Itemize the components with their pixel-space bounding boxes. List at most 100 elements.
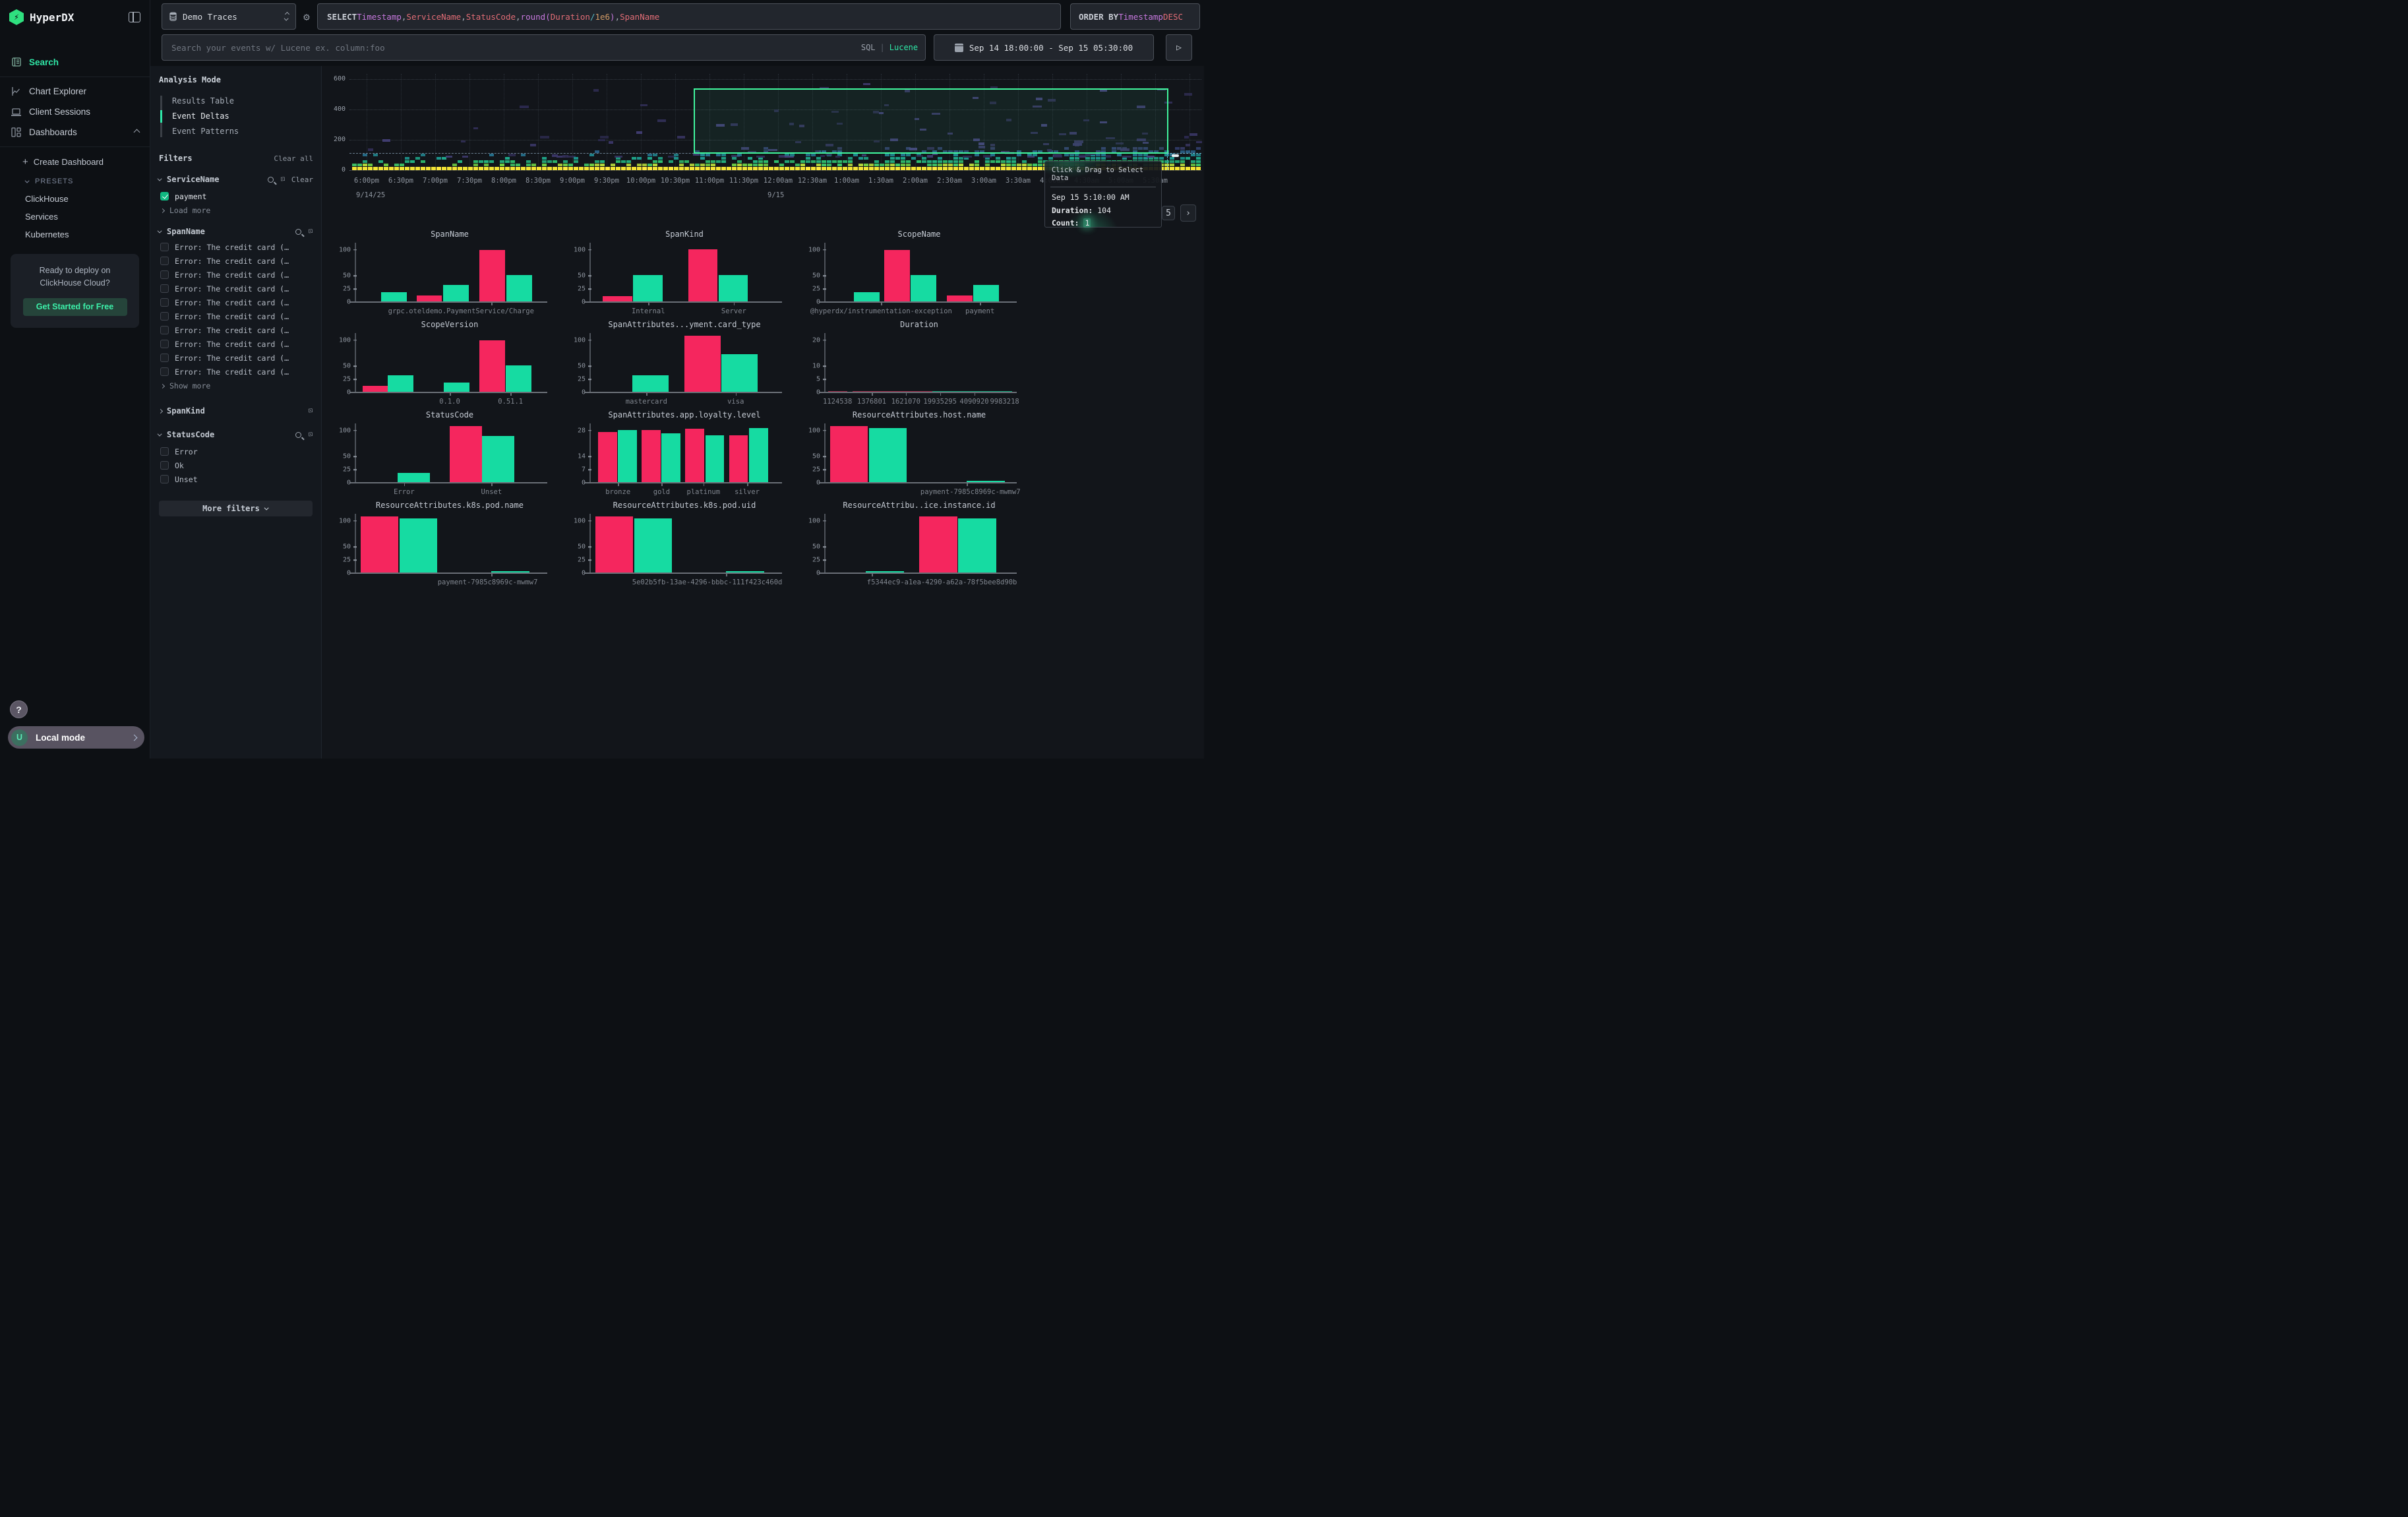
mini-chart-plot[interactable]: 0 25 50 100 grpc.oteldemo.PaymentService/Cha… xyxy=(339,243,547,315)
filter-option-statuscode[interactable]: Unset xyxy=(159,472,313,486)
order-by-input[interactable]: ORDER BY Timestamp DESC xyxy=(1070,3,1200,30)
load-more-link[interactable]: Load more xyxy=(159,203,313,215)
help-button[interactable]: ? xyxy=(10,700,28,718)
search-icon[interactable] xyxy=(295,228,302,235)
clear-all-button[interactable]: Clear all xyxy=(274,154,313,163)
filter-option-spanname[interactable]: Error: The credit card (… xyxy=(159,323,313,337)
presets-toggle[interactable]: PRESETS xyxy=(0,173,150,190)
search-input[interactable]: Search your events w/ Lucene ex. column:… xyxy=(162,34,926,61)
heatmap-cell xyxy=(1011,164,1016,166)
checkbox[interactable] xyxy=(160,367,169,376)
filter-group-spankind-header[interactable]: SpanKind ⟐ xyxy=(158,405,316,416)
filter-option-spanname[interactable]: Error: The credit card (… xyxy=(159,295,313,309)
heatmap-cell xyxy=(542,157,547,160)
mini-chart-plot[interactable]: 0 25 50 100 5e02b5fb-13ae-4296-bbbc-111f423c… xyxy=(574,514,782,586)
analysis-mode-results-table[interactable]: Results Table xyxy=(172,96,234,106)
mini-chart-plot[interactable]: 0 25 50 100 0.1.0 0.51.1 xyxy=(339,333,547,406)
filter-option-spanname[interactable]: Error: The credit card (… xyxy=(159,351,313,365)
filter-group-spanname-header[interactable]: SpanName ⟐ xyxy=(157,226,316,237)
sidebar-item-services[interactable]: Services xyxy=(25,212,58,222)
heatmap-cell xyxy=(1001,167,1006,170)
checkbox[interactable] xyxy=(160,270,169,279)
pin-icon[interactable]: ⟐ xyxy=(278,173,288,185)
select-query-input[interactable]: SELECT Timestamp, ServiceName, StatusCod… xyxy=(317,3,1061,30)
checkbox[interactable] xyxy=(160,475,169,483)
date-range-picker[interactable]: Sep 14 18:00:00 - Sep 15 05:30:00 xyxy=(934,34,1154,61)
gear-icon[interactable]: ⚙ xyxy=(303,10,310,23)
x-date-label: 9/15 xyxy=(768,191,785,199)
mini-chart-plot[interactable]: 0 25 50 100 @hyperdx/instrumentation-excepti… xyxy=(808,243,1017,315)
analysis-mode-event-patterns[interactable]: Event Patterns xyxy=(172,127,239,136)
heatmap-cell xyxy=(1006,160,1011,163)
filter-option-spanname[interactable]: Error: The credit card (… xyxy=(159,268,313,282)
filter-option-payment[interactable]: payment xyxy=(159,189,313,203)
mini-chart-plot[interactable]: 0 25 50 100 mastercard visa xyxy=(574,333,782,406)
filter-option-statuscode[interactable]: Error xyxy=(159,445,313,458)
selection-rect[interactable] xyxy=(694,88,1168,154)
filter-option-spanname[interactable]: Error: The credit card (… xyxy=(159,254,313,268)
checkbox[interactable] xyxy=(160,326,169,334)
mini-chart-plot[interactable]: 0 5 10 20 1124538 1376801 1621070 19935295 40909… xyxy=(812,333,1019,406)
checkbox[interactable] xyxy=(160,447,169,456)
checkbox[interactable] xyxy=(160,312,169,321)
checkbox[interactable] xyxy=(160,354,169,362)
analysis-mode-event-deltas[interactable]: Event Deltas xyxy=(160,109,313,124)
run-query-button[interactable]: ▷ xyxy=(1166,34,1192,61)
heatmap-cell xyxy=(1054,155,1062,158)
filter-option-spanname[interactable]: Error: The credit card (… xyxy=(159,240,313,254)
sidebar-item-dashboards[interactable]: Dashboards xyxy=(0,122,150,142)
sql-toggle[interactable]: SQL xyxy=(860,43,876,52)
checkbox[interactable] xyxy=(160,461,169,470)
more-filters-button[interactable]: More filters xyxy=(159,501,313,516)
source-select[interactable]: Demo Traces xyxy=(162,3,296,30)
local-mode-button[interactable]: U Local mode xyxy=(8,726,144,749)
heatmap-cell xyxy=(595,167,599,170)
checkbox-checked[interactable] xyxy=(160,192,169,201)
bar-outliers xyxy=(748,427,768,482)
show-more-link[interactable]: Show more xyxy=(159,379,313,390)
pin-icon[interactable]: ⟐ xyxy=(305,405,316,416)
next-page-button[interactable]: › xyxy=(1180,204,1196,222)
checkbox[interactable] xyxy=(160,298,169,307)
checkbox[interactable] xyxy=(160,257,169,265)
mini-chart-plot[interactable]: 0 25 50 100 Internal Server xyxy=(574,243,782,315)
heatmap-cell xyxy=(1091,154,1095,156)
get-started-button[interactable]: Get Started for Free xyxy=(22,297,127,316)
checkbox[interactable] xyxy=(160,243,169,251)
page-number[interactable]: 5 xyxy=(1162,206,1175,220)
clear-group-button[interactable]: Clear xyxy=(291,175,313,184)
filter-option-spanname[interactable]: Error: The credit card (… xyxy=(159,337,313,351)
create-dashboard-button[interactable]: + Create Dashboard xyxy=(22,156,104,168)
filter-group-statuscode-header[interactable]: StatusCode ⟐ xyxy=(157,429,316,440)
heatmap-cell xyxy=(874,160,879,163)
filter-option-spanname[interactable]: Error: The credit card (… xyxy=(159,282,313,295)
filter-option-spanname[interactable]: Error: The credit card (… xyxy=(159,309,313,323)
search-icon[interactable] xyxy=(295,431,302,438)
sidebar-item-search[interactable]: Search xyxy=(0,51,150,73)
search-icon[interactable] xyxy=(268,176,274,183)
pin-icon[interactable]: ⟐ xyxy=(305,429,316,440)
mini-chart-plot[interactable]: 0 25 50 100 f5344ec9-a1ea-4290-a62a-78f5bee8… xyxy=(808,514,1017,586)
sidebar-item-client-sessions[interactable]: Client Sessions xyxy=(0,102,150,122)
checkbox[interactable] xyxy=(160,284,169,293)
database-icon xyxy=(169,12,177,21)
lucene-toggle[interactable]: Lucene xyxy=(889,43,918,52)
heatmap-cell xyxy=(642,164,647,166)
sidebar-item-chart-explorer[interactable]: Chart Explorer xyxy=(0,81,150,102)
duration-heatmap[interactable] xyxy=(349,74,1202,171)
heatmap-cell xyxy=(1184,136,1189,139)
mini-chart-plot[interactable]: 0 7 14 28 bronze gold platinum silver xyxy=(578,423,782,496)
mini-chart-plot[interactable]: 0 25 50 100 payment-7985c8969c-mwmw7 xyxy=(808,423,1021,496)
checkbox[interactable] xyxy=(160,340,169,348)
bar-inliers xyxy=(829,426,868,482)
sidebar-item-clickhouse[interactable]: ClickHouse xyxy=(25,194,69,204)
mini-chart-plot[interactable]: 0 25 50 100 payment-7985c8969c-mwmw7 xyxy=(339,514,547,586)
collapse-sidebar-icon[interactable] xyxy=(129,12,140,22)
x-tick-label: 0.1.0 xyxy=(439,398,460,406)
mini-chart-plot[interactable]: 0 25 50 100 Error Unset xyxy=(339,423,547,496)
sidebar-item-kubernetes[interactable]: Kubernetes xyxy=(25,230,69,239)
filter-group-servicename-header[interactable]: ServiceName ⟐ Clear xyxy=(157,173,313,185)
filter-option-statuscode[interactable]: Ok xyxy=(159,458,313,472)
filter-option-spanname[interactable]: Error: The credit card (… xyxy=(159,365,313,379)
pin-icon[interactable]: ⟐ xyxy=(305,226,316,237)
